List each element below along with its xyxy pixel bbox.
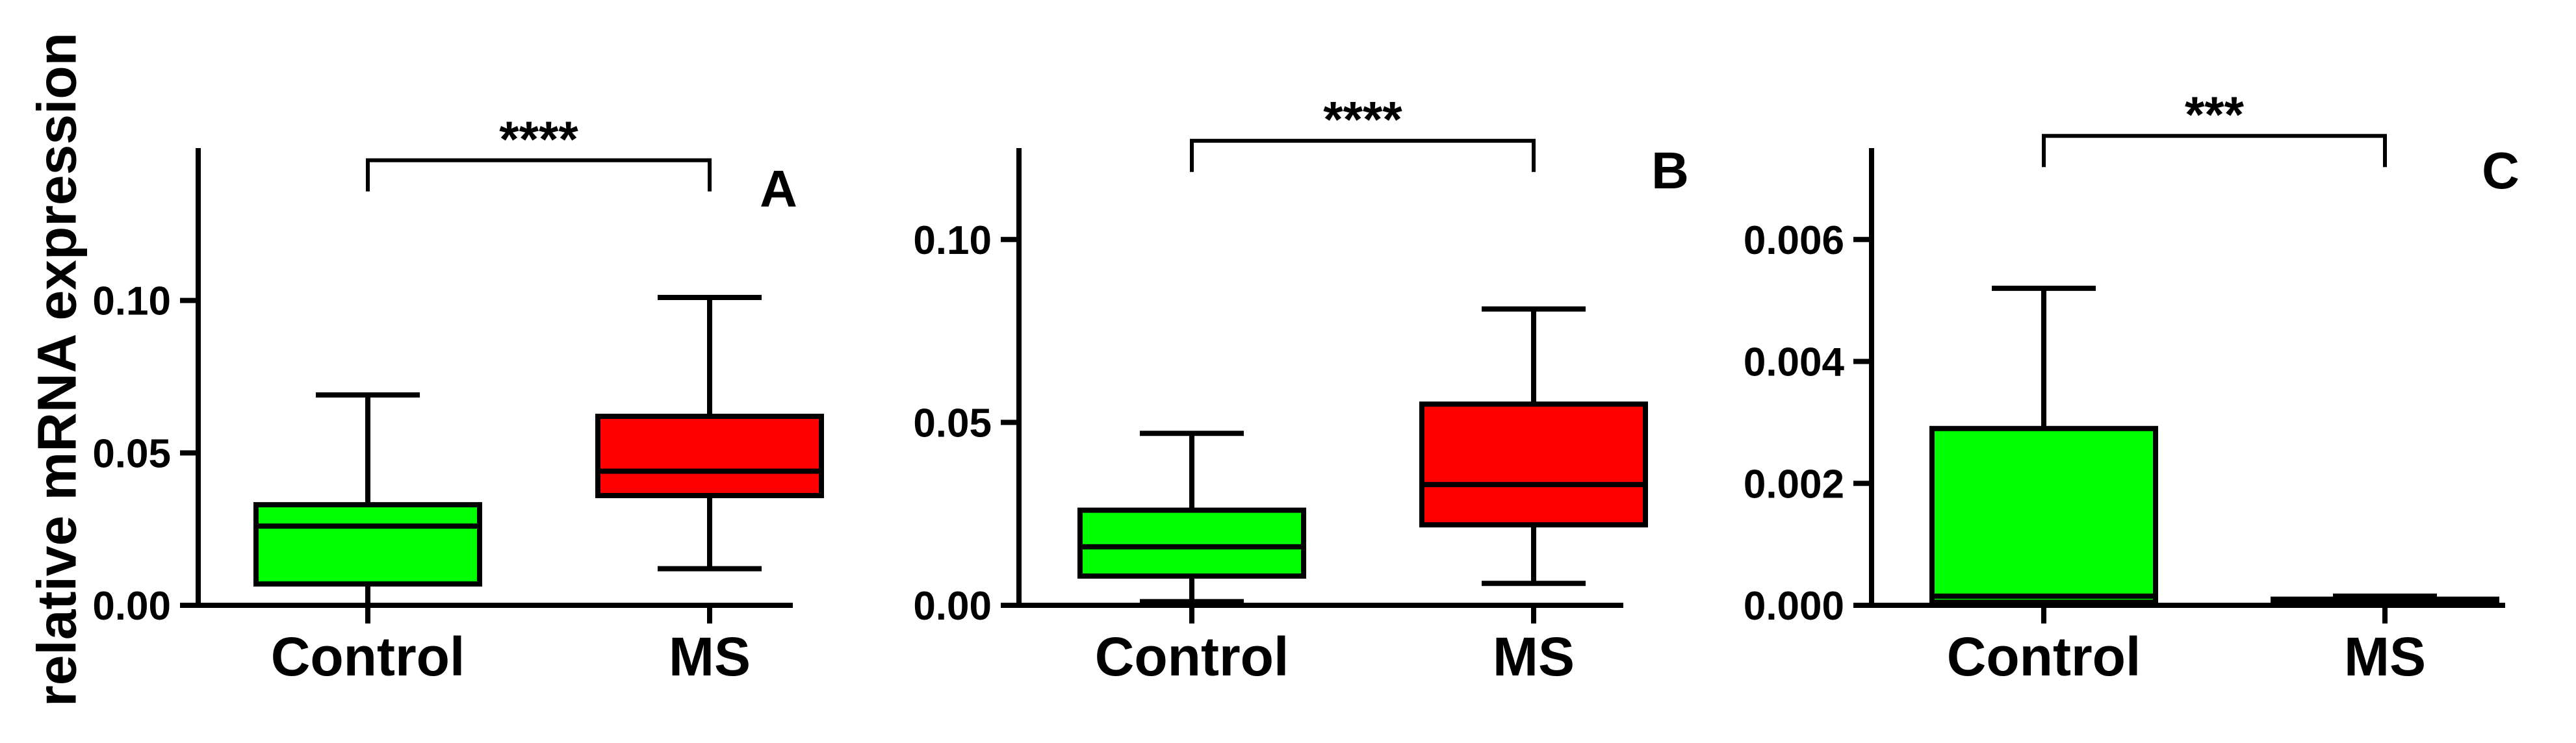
x-tick-label: MS bbox=[2344, 626, 2426, 687]
panel-label: B bbox=[1651, 142, 1689, 199]
box-control bbox=[1077, 507, 1306, 579]
y-tick-label: 0.004 bbox=[1744, 340, 1845, 385]
y-tick-label: 0.00 bbox=[913, 584, 992, 629]
y-tick-label: 0.10 bbox=[92, 279, 171, 324]
y-tick-label: 0.05 bbox=[92, 431, 171, 476]
box-ms bbox=[1419, 401, 1648, 528]
significance-bracket bbox=[2042, 134, 2387, 168]
x-tick-label: Control bbox=[1095, 626, 1289, 687]
significance-stars: **** bbox=[1323, 91, 1402, 148]
significance-bracket bbox=[366, 158, 712, 192]
x-tick-label: Control bbox=[271, 626, 465, 687]
panel-label: A bbox=[760, 160, 797, 218]
y-tick-label: 0.006 bbox=[1744, 218, 1844, 263]
y-axis-title: relative mRNA expression bbox=[26, 32, 88, 707]
x-tick-label: Control bbox=[1947, 626, 2141, 687]
y-tick-label: 0.00 bbox=[92, 584, 171, 629]
y-tick-label: 0.10 bbox=[913, 218, 992, 263]
significance-stars: **** bbox=[499, 110, 578, 168]
significance-stars: *** bbox=[2185, 86, 2245, 143]
x-tick-label: MS bbox=[1493, 626, 1575, 687]
panel-label: C bbox=[2482, 142, 2519, 199]
x-tick-label: MS bbox=[669, 626, 751, 687]
y-tick-label: 0.000 bbox=[1744, 584, 1844, 629]
y-tick-label: 0.002 bbox=[1744, 462, 1844, 507]
box-ms bbox=[595, 414, 824, 499]
y-tick-label: 0.05 bbox=[913, 401, 992, 446]
box-control bbox=[253, 502, 482, 587]
box-control bbox=[1929, 425, 2158, 605]
significance-bracket bbox=[1190, 138, 1536, 172]
